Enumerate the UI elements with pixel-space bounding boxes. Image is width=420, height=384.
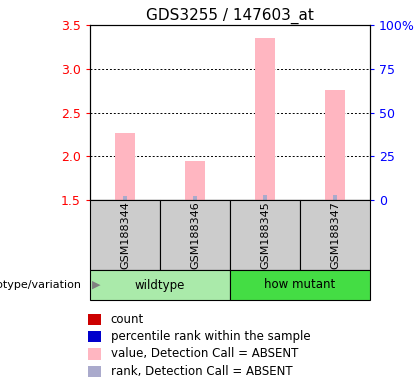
Text: percentile rank within the sample: percentile rank within the sample — [110, 330, 310, 343]
Bar — [185, 161, 205, 200]
Text: genotype/variation: genotype/variation — [0, 280, 81, 290]
Bar — [325, 90, 345, 200]
Bar — [230, 270, 370, 300]
Bar — [123, 196, 127, 200]
Text: ▶: ▶ — [92, 280, 101, 290]
Text: how mutant: how mutant — [264, 278, 336, 291]
Bar — [115, 132, 135, 200]
Bar — [90, 200, 160, 270]
Bar — [160, 200, 230, 270]
Text: GSM188345: GSM188345 — [260, 201, 270, 269]
Bar — [262, 195, 268, 200]
Text: GSM188344: GSM188344 — [120, 201, 130, 269]
Text: rank, Detection Call = ABSENT: rank, Detection Call = ABSENT — [110, 365, 292, 378]
Text: wildtype: wildtype — [135, 278, 185, 291]
Text: value, Detection Call = ABSENT: value, Detection Call = ABSENT — [110, 348, 298, 361]
Bar — [88, 348, 101, 359]
Bar — [255, 38, 275, 200]
Bar — [90, 270, 230, 300]
Text: count: count — [110, 313, 144, 326]
Bar — [333, 195, 337, 200]
Bar — [192, 196, 197, 200]
Text: GSM188346: GSM188346 — [190, 201, 200, 269]
Bar — [230, 200, 300, 270]
Title: GDS3255 / 147603_at: GDS3255 / 147603_at — [146, 7, 314, 24]
Bar — [300, 200, 370, 270]
Bar — [88, 366, 101, 377]
Bar — [88, 331, 101, 342]
Bar — [88, 314, 101, 325]
Text: GSM188347: GSM188347 — [330, 201, 340, 269]
